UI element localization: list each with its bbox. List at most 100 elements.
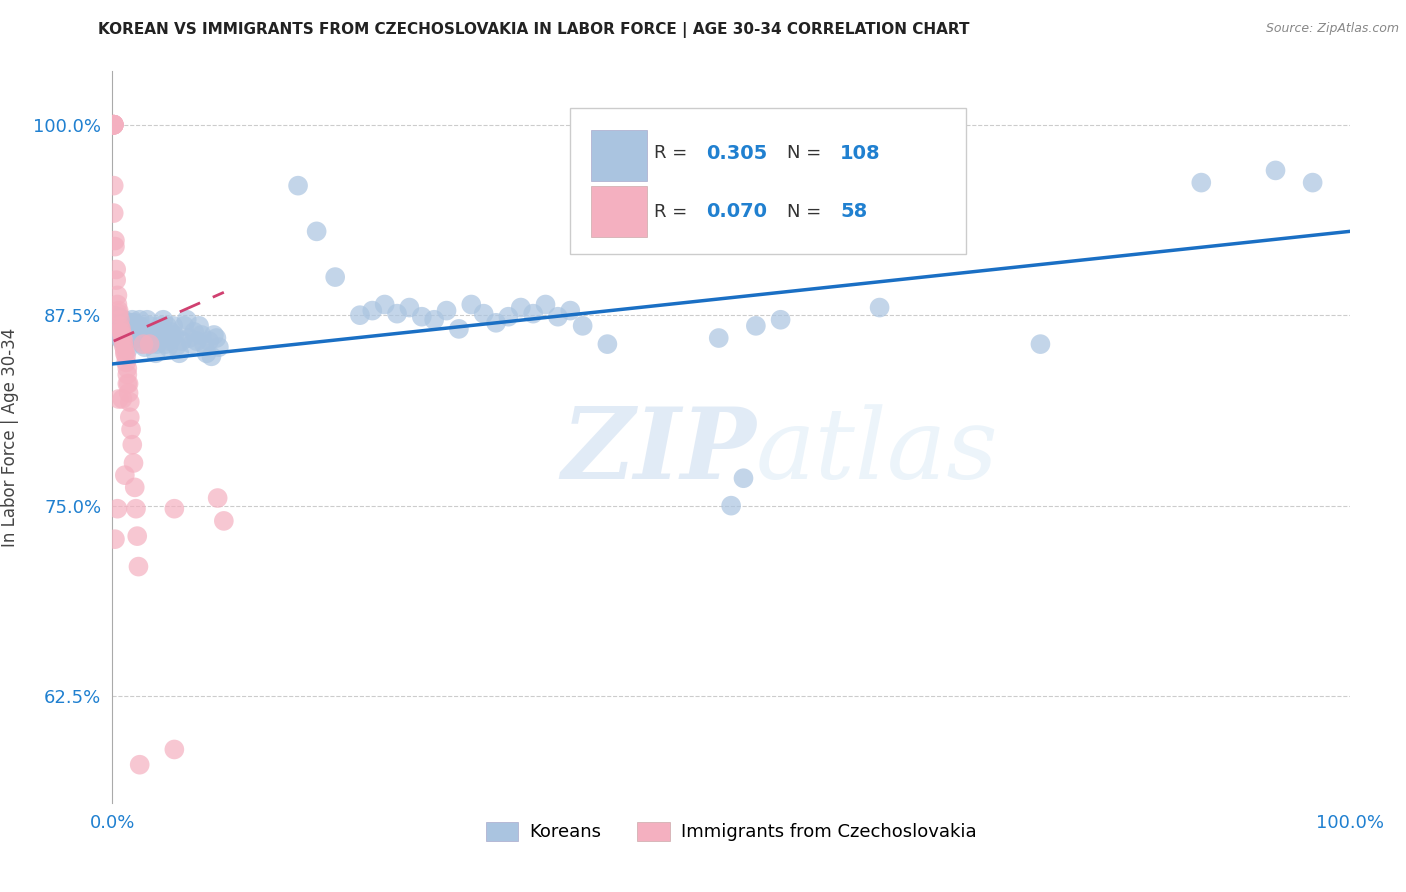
Text: 0.305: 0.305 bbox=[706, 144, 768, 162]
Point bbox=[107, 288, 129, 302]
Point bbox=[1264, 163, 1286, 178]
Point bbox=[208, 340, 231, 354]
Point bbox=[305, 224, 328, 238]
Point bbox=[374, 297, 396, 311]
Point bbox=[114, 328, 136, 343]
Point bbox=[411, 310, 433, 324]
FancyBboxPatch shape bbox=[592, 186, 647, 237]
Point bbox=[423, 312, 446, 326]
Point bbox=[114, 468, 136, 483]
Point bbox=[117, 368, 139, 382]
Point bbox=[105, 262, 128, 277]
Point bbox=[534, 297, 557, 311]
Point bbox=[111, 392, 134, 406]
Point bbox=[114, 322, 136, 336]
FancyBboxPatch shape bbox=[571, 108, 966, 254]
Point bbox=[385, 307, 408, 321]
Point bbox=[323, 270, 346, 285]
Point bbox=[121, 438, 143, 452]
Point bbox=[176, 312, 198, 326]
Point bbox=[460, 297, 482, 311]
Point bbox=[157, 340, 180, 354]
Point bbox=[128, 757, 150, 772]
Point bbox=[132, 337, 155, 351]
Point bbox=[127, 559, 149, 574]
Point bbox=[166, 338, 188, 352]
Point bbox=[134, 340, 156, 354]
Point bbox=[107, 392, 129, 406]
Point bbox=[1302, 176, 1324, 190]
Point bbox=[212, 514, 235, 528]
Point bbox=[122, 456, 145, 470]
Point bbox=[124, 316, 146, 330]
Point bbox=[120, 316, 142, 330]
Point bbox=[103, 118, 125, 132]
Point bbox=[121, 312, 143, 326]
Point bbox=[159, 325, 181, 339]
Point bbox=[183, 325, 205, 339]
Point bbox=[131, 337, 153, 351]
Text: 58: 58 bbox=[839, 202, 868, 221]
Point bbox=[103, 118, 125, 132]
Text: N =: N = bbox=[787, 145, 827, 162]
Point bbox=[103, 316, 125, 330]
Point bbox=[112, 334, 135, 348]
Point bbox=[114, 343, 136, 358]
Point bbox=[170, 334, 193, 348]
Point bbox=[163, 742, 186, 756]
Point bbox=[127, 331, 149, 345]
Point bbox=[111, 331, 134, 345]
Point bbox=[103, 178, 125, 193]
Point bbox=[571, 318, 593, 333]
Point bbox=[193, 337, 215, 351]
Point bbox=[108, 331, 131, 345]
Point bbox=[111, 328, 134, 343]
Point bbox=[522, 307, 544, 321]
Point bbox=[720, 499, 742, 513]
Point bbox=[173, 318, 195, 333]
Point bbox=[148, 334, 170, 348]
Point bbox=[138, 337, 160, 351]
Point bbox=[105, 312, 128, 326]
Text: R =: R = bbox=[654, 145, 693, 162]
Point bbox=[117, 376, 139, 391]
Point bbox=[190, 328, 212, 343]
Point bbox=[447, 322, 470, 336]
Point bbox=[125, 501, 148, 516]
Point bbox=[107, 310, 129, 324]
Point bbox=[103, 118, 125, 132]
Point bbox=[127, 325, 149, 339]
Point bbox=[153, 331, 176, 345]
Point bbox=[117, 385, 139, 400]
Point bbox=[198, 334, 221, 348]
Point bbox=[149, 318, 172, 333]
Point bbox=[138, 318, 160, 333]
Text: KOREAN VS IMMIGRANTS FROM CZECHOSLOVAKIA IN LABOR FORCE | AGE 30-34 CORRELATION : KOREAN VS IMMIGRANTS FROM CZECHOSLOVAKIA… bbox=[98, 22, 970, 38]
Point bbox=[498, 310, 520, 324]
Point bbox=[115, 355, 138, 369]
Text: R =: R = bbox=[654, 202, 693, 221]
Point bbox=[124, 480, 146, 494]
Point bbox=[115, 334, 138, 348]
Point bbox=[180, 337, 202, 351]
Point bbox=[105, 318, 128, 333]
Point bbox=[103, 118, 125, 132]
Point bbox=[195, 346, 218, 360]
Point bbox=[869, 301, 891, 315]
Point bbox=[547, 310, 569, 324]
Point bbox=[148, 325, 170, 339]
Point bbox=[169, 346, 191, 360]
Point bbox=[361, 303, 384, 318]
Point bbox=[150, 328, 173, 343]
Point bbox=[104, 239, 127, 253]
Point bbox=[769, 312, 792, 326]
Point bbox=[108, 312, 131, 326]
Point bbox=[132, 325, 155, 339]
Point bbox=[163, 834, 186, 848]
Point bbox=[108, 318, 131, 333]
Point bbox=[157, 334, 180, 348]
Point bbox=[111, 316, 134, 330]
Point bbox=[1189, 176, 1212, 190]
Point bbox=[707, 331, 730, 345]
Point bbox=[117, 361, 139, 376]
